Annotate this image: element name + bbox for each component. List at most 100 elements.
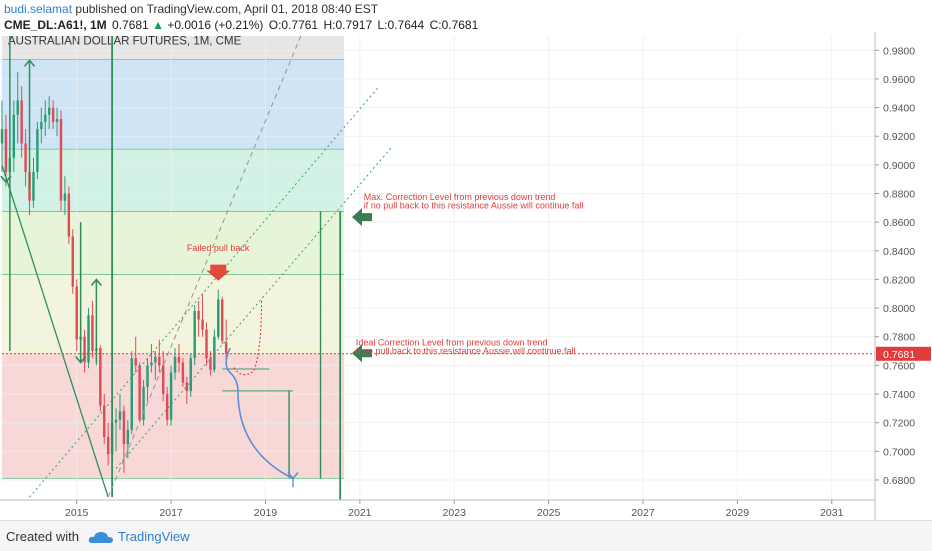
created-with-label: Created with (6, 529, 79, 544)
x-tick-label-8: 2031 (820, 507, 844, 519)
open-value: 0.7761 (281, 18, 319, 32)
fib-zone-3 (2, 211, 345, 275)
low-value: 0.7644 (387, 18, 425, 32)
candle-5 (20, 100, 23, 144)
y-tick-label-10: 0.7800 (883, 332, 915, 344)
candle-46 (181, 362, 185, 383)
arrow-down-2015-icon (75, 356, 87, 364)
y-tick-label-4: 0.9000 (883, 160, 915, 172)
candle-29 (114, 419, 118, 423)
candle-52 (205, 329, 208, 359)
fib-zone-0 (2, 36, 345, 60)
price-chart[interactable]: AUSTRALIAN DOLLAR FUTURES, 1M, CME Faile… (0, 32, 932, 520)
last-price-tag (876, 346, 931, 361)
failed-pullback-arrow-icon (206, 264, 231, 281)
x-tick-label-2: 2019 (254, 507, 278, 519)
fib-zone-2 (2, 149, 345, 212)
ideal-correction-arrow-icon (351, 344, 372, 363)
fib-zone-4 (2, 274, 345, 354)
close-value: 0.7681 (441, 18, 479, 32)
candle-47 (185, 382, 189, 392)
x-tick-label-6: 2027 (631, 507, 655, 519)
symbol-label: CME_DL:A61!, 1M (4, 18, 107, 32)
candle-32 (126, 429, 130, 445)
arrow-up-2014-icon (23, 59, 36, 67)
max-correction-label-2: if no pull back to this resistance Aussi… (364, 201, 584, 211)
candle-25 (99, 348, 102, 406)
candle-3 (12, 114, 16, 158)
arrow-up-2015-icon (90, 278, 102, 286)
candle-44 (173, 356, 177, 373)
candle-11 (44, 114, 47, 122)
y-tick-label-15: 0.6800 (883, 475, 915, 487)
candle-14 (55, 119, 59, 122)
y-tick-label-6: 0.8600 (883, 217, 915, 229)
high-label: H: (323, 18, 336, 32)
candle-8 (32, 172, 35, 201)
candle-0 (0, 129, 4, 144)
ideal-correction-label-1: Ideal Correction Level from previous dow… (356, 337, 548, 347)
candle-50 (197, 310, 200, 320)
close-label: C: (429, 18, 442, 32)
last-price-tag-label: 0.7681 (883, 349, 915, 361)
candle-15 (59, 119, 63, 201)
candle-40 (158, 356, 161, 366)
candle-38 (150, 362, 153, 366)
candle-27 (106, 436, 110, 455)
candle-39 (154, 356, 157, 363)
max-correction-label-1: Max. Correction Level from previous down… (364, 192, 556, 202)
x-tick-label-7: 2029 (726, 507, 750, 519)
candle-21 (83, 336, 86, 363)
candle-33 (130, 358, 133, 430)
candle-23 (91, 315, 94, 352)
candle-55 (217, 299, 220, 337)
downtrend-line (1, 164, 109, 498)
channel-upper-dashed (107, 35, 302, 498)
candle-26 (103, 405, 106, 437)
candle-57 (224, 342, 228, 354)
fib-zone-1 (2, 59, 345, 150)
candle-35 (138, 365, 141, 420)
candle-17 (67, 193, 71, 237)
y-tick-label-2: 0.9400 (883, 103, 915, 115)
candle-37 (146, 365, 149, 387)
candle-56 (220, 299, 224, 342)
x-tick-label-1: 2017 (159, 507, 183, 519)
candle-43 (169, 372, 173, 420)
tradingview-link[interactable]: TradingView (118, 529, 190, 544)
y-tick-label-0: 0.9800 (883, 45, 915, 57)
y-tick-label-13: 0.7200 (883, 418, 915, 430)
candle-4 (16, 100, 19, 115)
candle-31 (122, 411, 126, 445)
candle-34 (134, 358, 137, 366)
candle-22 (87, 315, 90, 363)
projection-curve-blue (225, 347, 294, 480)
x-tick-label-4: 2023 (443, 507, 467, 519)
chart-title: AUSTRALIAN DOLLAR FUTURES, 1M, CME (8, 36, 242, 48)
max-correction-arrow-icon (351, 208, 372, 227)
channel-lower-dotted (115, 147, 392, 469)
candle-12 (47, 107, 51, 115)
candle-19 (75, 286, 78, 340)
y-tick-label-1: 0.9600 (883, 74, 915, 86)
author-link[interactable]: budi.selamat (4, 2, 73, 16)
y-tick-label-3: 0.9200 (883, 131, 915, 143)
x-tick-label-0: 2015 (65, 507, 89, 519)
channel-mid-dotted (29, 85, 380, 498)
fib-zone-5 (2, 353, 345, 479)
x-tick-label-3: 2021 (348, 507, 372, 519)
y-tick-label-8: 0.8200 (883, 274, 915, 286)
candle-6 (24, 143, 27, 173)
footer: Created with TradingView (0, 520, 932, 551)
last-price: 0.7681 (112, 18, 149, 32)
candle-45 (177, 356, 181, 363)
ideal-correction-label-2: if no pull back to this resistance Aussi… (356, 346, 576, 356)
y-tick-label-9: 0.8000 (883, 303, 915, 315)
candle-9 (36, 129, 39, 173)
candle-48 (189, 358, 192, 392)
candle-10 (40, 121, 43, 130)
candle-36 (142, 386, 145, 420)
candle-13 (51, 107, 55, 122)
candle-53 (209, 358, 212, 370)
high-value: 0.7917 (335, 18, 373, 32)
